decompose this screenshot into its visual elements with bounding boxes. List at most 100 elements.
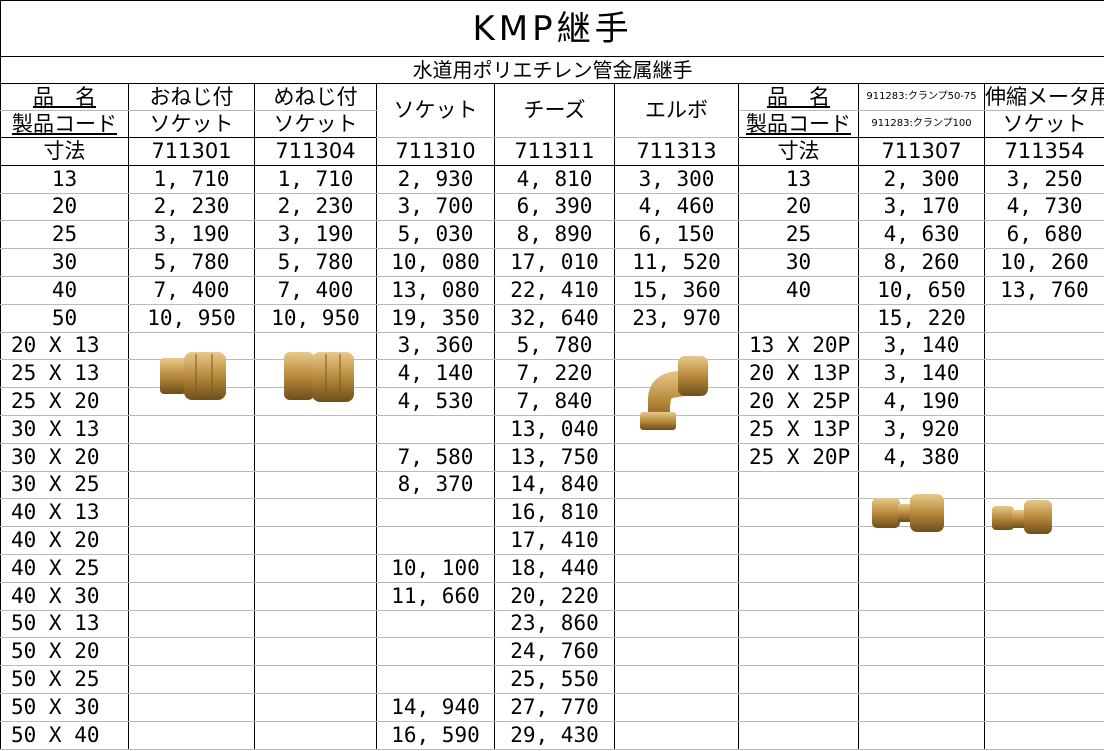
table-cell <box>128 720 255 750</box>
table-cell <box>983 720 1104 750</box>
table-row: 50 X 40 16, 590 29, 430 <box>0 720 1104 750</box>
table-cell <box>128 498 255 528</box>
table-cell: 20 X 13 <box>0 331 129 361</box>
table-cell <box>614 331 739 361</box>
table-cell: 20 <box>738 192 859 222</box>
table-cell: 50 X 30 <box>0 692 129 722</box>
table-cell: 10, 950 <box>254 303 377 333</box>
table-cell: 24, 760 <box>494 637 615 667</box>
table-cell: 18, 440 <box>494 553 615 583</box>
header-cell: 品 名 <box>738 83 859 111</box>
header-cell: 911283:クランプ100 <box>858 110 985 138</box>
table-cell <box>254 720 377 750</box>
table-cell: 6, 390 <box>494 192 615 222</box>
table-row: 20 2, 230 2, 230 3, 700 6, 390 4, 460 20 3, 170… <box>0 192 1104 222</box>
header-cell: エルボ <box>614 83 739 138</box>
table-row: 25 3, 190 3, 190 5, 030 8, 890 6, 150 25 4, 630… <box>0 220 1104 250</box>
table-cell: 3, 140 <box>858 331 985 361</box>
table-cell: 寸法 <box>0 137 129 166</box>
female-socket-image <box>284 352 354 402</box>
header-row: 製品コード ソケット ソケット 製品コード 911283:クランプ100 ソケット <box>0 110 1104 138</box>
table-cell <box>254 470 377 500</box>
table-row: 50 X 25 25, 550 <box>0 665 1104 694</box>
table-cell <box>738 581 859 611</box>
meter-socket-image <box>992 500 1052 534</box>
table-cell: 13 <box>0 164 129 194</box>
table-cell <box>858 553 985 583</box>
table-row: 30 X 13 13, 040 25 X 13P 3, 920 <box>0 414 1104 444</box>
header-row: 品 名おねじ付 めねじ付 ソケット チーズ エルボ品 名 911283:クランプ50-75… <box>0 83 1104 138</box>
table-row: 50 10, 950 10, 950 19, 350 32, 640 23, 970 15,… <box>0 303 1104 333</box>
table-cell: 11, 660 <box>376 581 495 611</box>
title: KMP継手 <box>0 0 1104 57</box>
table-cell: 40 X 25 <box>0 553 129 583</box>
table-cell: 6, 150 <box>614 220 739 250</box>
table-cell: 30 <box>0 248 129 277</box>
table-cell <box>128 609 255 639</box>
table-cell: 40 <box>738 275 859 305</box>
table-cell <box>376 637 495 667</box>
table-cell: 7, 580 <box>376 442 495 472</box>
table-cell: 1, 710 <box>254 164 377 194</box>
table-cell: 4, 530 <box>376 387 495 416</box>
table-cell: 4, 460 <box>614 192 739 222</box>
header-cell: ソケット <box>983 110 1104 138</box>
table-cell: 16, 590 <box>376 720 495 750</box>
table-cell: 2, 930 <box>376 164 495 194</box>
table-cell: 10, 650 <box>858 275 985 305</box>
table-cell: 5, 780 <box>494 331 615 361</box>
table-cell: 20 X 13P <box>738 359 859 389</box>
table-cell <box>858 637 985 667</box>
table-cell: 11, 520 <box>614 248 739 277</box>
table-cell: 711301 <box>128 137 255 166</box>
table-cell: 3, 190 <box>128 220 255 250</box>
table-cell <box>983 581 1104 611</box>
table-cell <box>614 526 739 555</box>
table-row: 40 X 30 11, 660 20, 220 <box>0 581 1104 611</box>
table-cell: 25 X 20 <box>0 387 129 416</box>
table-cell <box>254 526 377 555</box>
table-cell: 40 X 13 <box>0 498 129 528</box>
table-cell <box>983 609 1104 639</box>
table-cell <box>376 609 495 639</box>
table-cell: 20 X 25P <box>738 387 859 416</box>
table-row: 25 X 20 4, 530 7, 840 20 X 25P 4, 190 <box>0 387 1104 416</box>
table-row: 50 X 30 14, 940 27, 770 <box>0 692 1104 722</box>
table-cell <box>983 692 1104 722</box>
table-cell <box>983 414 1104 444</box>
table-cell: 40 X 30 <box>0 581 129 611</box>
table-cell: 20, 220 <box>494 581 615 611</box>
table-cell <box>128 581 255 611</box>
header-cell: 製品コード <box>0 110 129 138</box>
table-cell: 25, 550 <box>494 665 615 694</box>
table-cell: 711311 <box>494 137 615 166</box>
table-row: 40 X 25 10, 100 18, 440 <box>0 553 1104 583</box>
table-cell: 3, 190 <box>254 220 377 250</box>
table-cell: 40 <box>0 275 129 305</box>
subtitle: 水道用ポリエチレン管金属継手 <box>0 56 1104 84</box>
table-cell: 25 X 20P <box>738 442 859 472</box>
table-cell <box>858 581 985 611</box>
table-cell: 29, 430 <box>494 720 615 750</box>
header-cell: ソケット <box>128 110 255 138</box>
table-cell: 711354 <box>983 137 1104 166</box>
table-cell: 17, 410 <box>494 526 615 555</box>
table-cell <box>738 470 859 500</box>
table-cell <box>983 553 1104 583</box>
table-cell: 30 <box>738 248 859 277</box>
table-cell <box>983 442 1104 472</box>
table-cell: 13, 760 <box>983 275 1104 305</box>
table-cell: 16, 810 <box>494 498 615 528</box>
table-cell: 32, 640 <box>494 303 615 333</box>
table-cell: 25 <box>0 220 129 250</box>
table-cell <box>376 498 495 528</box>
table-cell: 3, 920 <box>858 414 985 444</box>
table-cell: 3, 700 <box>376 192 495 222</box>
table-cell: 4, 810 <box>494 164 615 194</box>
male-socket-image <box>160 352 226 400</box>
table-cell: 5, 780 <box>254 248 377 277</box>
table-cell: 25 X 13 <box>0 359 129 389</box>
